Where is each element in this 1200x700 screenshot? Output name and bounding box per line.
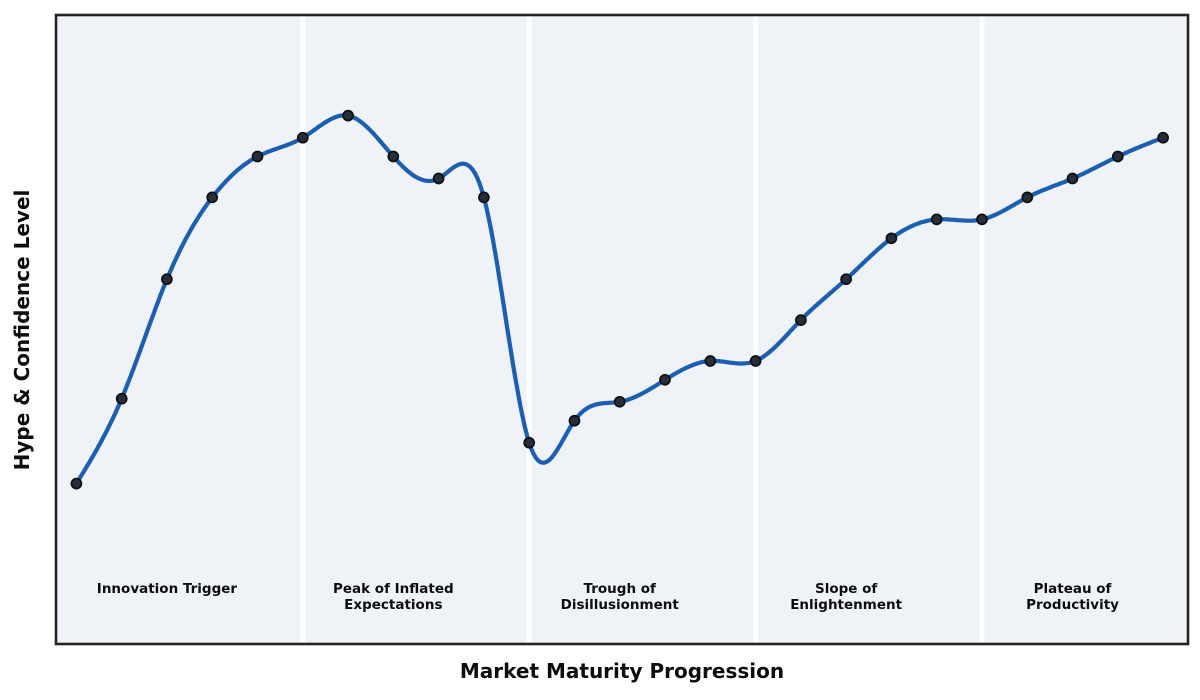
data-point-marker [478,191,490,204]
data-point-marker [930,213,943,226]
data-point-marker [387,150,400,163]
data-point-marker [432,172,445,185]
data-point-marker [523,436,536,449]
data-point-marker [161,273,173,286]
phase-label-line: Plateau of [1033,581,1112,597]
data-point-marker [1157,131,1169,144]
phase-label-line: Productivity [1026,597,1119,613]
phase-label-line: Enlightenment [790,597,903,613]
phase-label-plateau-of-productivity: Plateau of Productivity [1026,581,1119,613]
data-point-marker [840,273,852,286]
phase-label-line: Expectations [344,597,443,613]
data-point-marker [749,355,762,367]
data-point-marker [115,392,128,405]
phase-label-line: Disillusionment [560,597,679,613]
phase-label-line: Slope of [814,581,878,597]
phase-label-line: Trough of [583,581,656,597]
plot-background [56,15,1188,644]
data-point-marker [613,395,626,408]
data-point-marker [795,314,807,326]
phase-label-slope-of-enlightenment: Slope of Enlightenment [790,581,902,613]
y-axis-label: Hype & Confidence Level [10,189,34,471]
phase-label-line: Peak of Inflated [332,581,454,597]
plot-frame [54,13,1190,646]
x-axis-label: Market Maturity Progression [459,659,785,683]
phase-label-line: Innovation Trigger [96,581,238,597]
data-point-marker [659,373,671,386]
data-point-marker [206,191,219,204]
data-point-marker [976,213,988,226]
data-point-marker [342,109,354,122]
data-point-marker [70,477,83,490]
phase-label-innovation-trigger: Innovation Trigger [97,581,237,597]
data-point-marker [885,232,898,245]
phase-label-peak-of-inflated-expectations: Peak of Inflated Expectations [333,581,454,613]
data-point-marker [1066,172,1079,185]
data-point-marker [251,150,264,163]
data-point-marker [704,355,717,367]
phase-label-trough-of-disillusionment: Trough of Disillusionment [561,581,679,613]
data-point-marker [1111,150,1124,163]
data-point-marker [296,131,309,144]
data-point-marker [568,414,581,427]
data-point-marker [1021,191,1034,204]
